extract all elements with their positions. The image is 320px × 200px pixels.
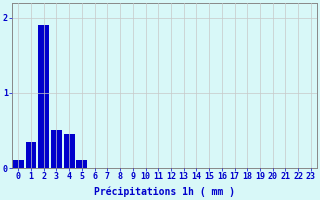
Bar <box>38 25 49 168</box>
Bar <box>26 142 36 168</box>
Bar <box>51 130 62 168</box>
X-axis label: Précipitations 1h ( mm ): Précipitations 1h ( mm ) <box>94 187 235 197</box>
Bar <box>64 134 75 168</box>
Bar <box>13 160 24 168</box>
Bar <box>76 160 87 168</box>
